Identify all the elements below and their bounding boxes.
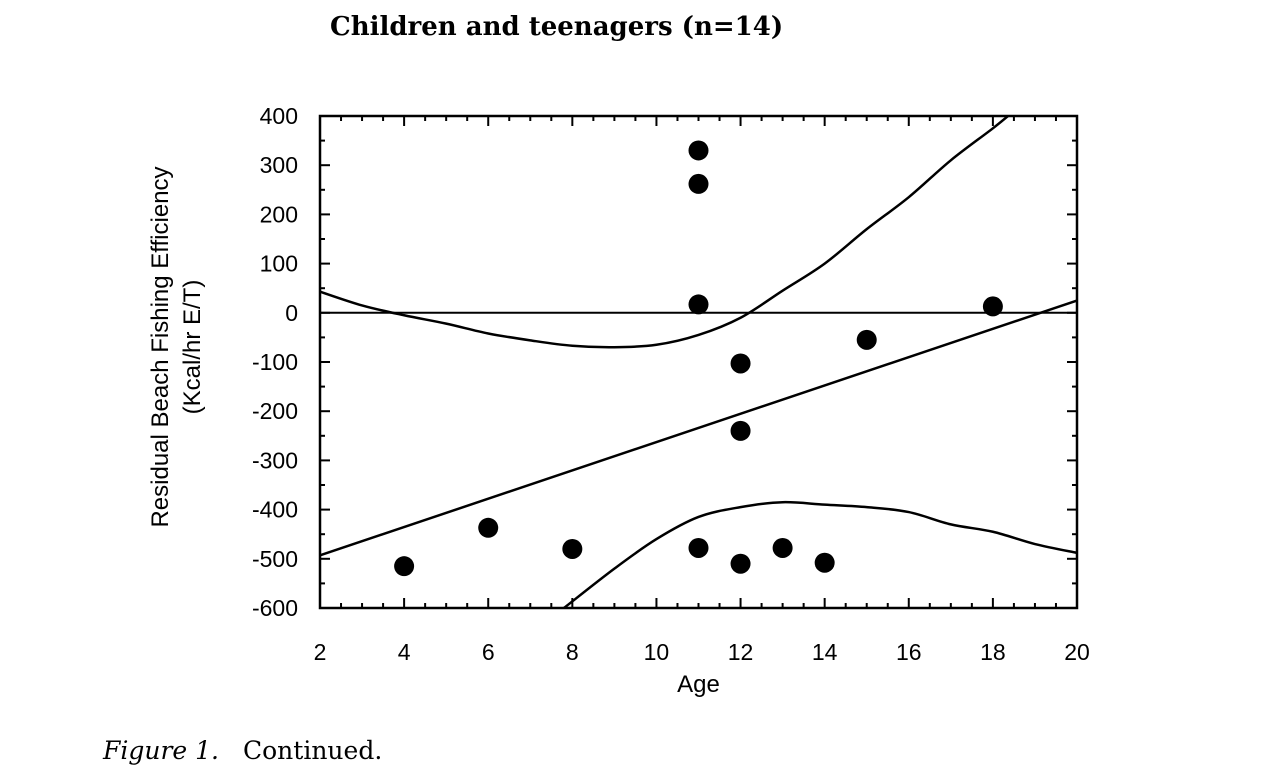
y-tick-label: 300 — [260, 152, 298, 178]
y-tick-label: 200 — [260, 201, 298, 227]
data-point — [394, 556, 415, 577]
x-tick-label: 4 — [398, 639, 411, 665]
x-tick-label: 16 — [896, 639, 922, 665]
y-axis-title: Residual Beach Fishing Efficiency — [147, 166, 174, 527]
caption-label: Figure 1. — [103, 736, 219, 765]
y-tick-label: -100 — [252, 349, 298, 375]
y-tick-label: -500 — [252, 546, 298, 572]
data-point — [856, 329, 877, 350]
data-point — [688, 173, 709, 194]
x-tick-label: 12 — [728, 639, 754, 665]
data-point — [730, 553, 751, 574]
data-point — [688, 294, 709, 315]
data-points — [394, 140, 1003, 577]
data-point — [730, 420, 751, 441]
data-point — [814, 552, 835, 573]
scatter-chart: 2 4 6 8 10 12 14 16 18 20 400 300 200 100 0 -100 -200 -30… — [147, 103, 1090, 698]
y-tick-label: -200 — [252, 398, 298, 424]
x-tick-label: 10 — [644, 639, 670, 665]
data-point — [772, 537, 793, 558]
y-tick-label: 400 — [260, 103, 298, 129]
regression-line — [320, 299, 1077, 557]
fit-lines — [320, 116, 1077, 608]
data-point — [982, 296, 1003, 317]
x-tick-label: 18 — [980, 639, 1006, 665]
data-point — [478, 517, 499, 538]
data-point — [562, 538, 583, 559]
y-tick-label: -600 — [252, 595, 298, 621]
x-tick-label: 14 — [812, 639, 838, 665]
x-tick-label: 6 — [482, 639, 495, 665]
data-point — [688, 140, 709, 161]
data-point — [730, 353, 751, 374]
upper-confidence-curve — [320, 116, 1010, 349]
caption-text: Continued. — [243, 736, 383, 765]
data-point — [688, 537, 709, 558]
x-tick-label: 8 — [566, 639, 579, 665]
lower-confidence-curve — [563, 500, 1077, 608]
y-tick-label: 100 — [260, 251, 298, 277]
figure-caption: Figure 1. Continued. — [103, 736, 382, 765]
axis-labels: 2 4 6 8 10 12 14 16 18 20 400 300 200 100 0 -100 -200 -30… — [147, 103, 1090, 698]
x-tick-label: 20 — [1064, 639, 1090, 665]
y-axis-title: (Kcal/hr E/T) — [179, 280, 206, 415]
y-tick-label: -300 — [252, 447, 298, 473]
page-title: Children and teenagers (n=14) — [330, 12, 784, 42]
y-tick-label: -400 — [252, 497, 298, 523]
y-tick-label: 0 — [285, 300, 298, 326]
x-tick-label: 2 — [314, 639, 327, 665]
x-axis-title: Age — [677, 671, 720, 698]
